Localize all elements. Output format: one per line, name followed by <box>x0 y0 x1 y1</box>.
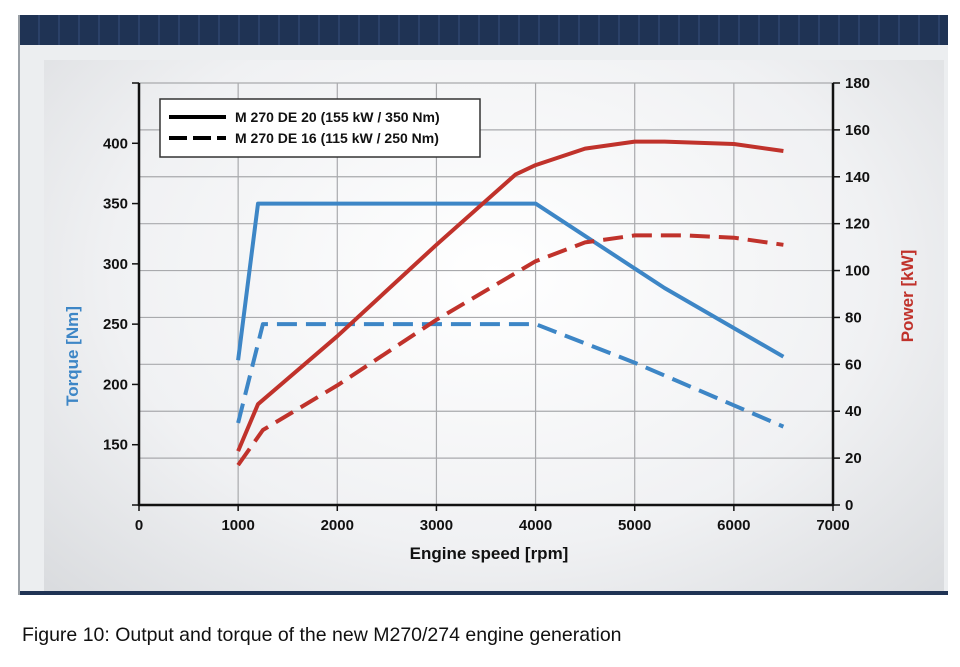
x-tick-label: 5000 <box>618 517 651 534</box>
series-line-power-solid <box>236 139 784 452</box>
series <box>236 139 785 467</box>
series-line-power-dashed <box>236 233 784 467</box>
right-axis-title: Power [kW] <box>898 250 917 343</box>
right-tick-label: 180 <box>845 75 870 92</box>
right-tick-label: 40 <box>845 403 862 420</box>
right-tick-label: 140 <box>845 169 870 186</box>
x-axis-title: Engine speed [rpm] <box>410 544 569 563</box>
right-tick-label: 120 <box>845 216 870 233</box>
right-tick-label: 80 <box>845 309 862 326</box>
right-tick-label: 60 <box>845 356 862 373</box>
left-axis-title: Torque [Nm] <box>63 306 82 406</box>
bottom-band <box>20 591 948 595</box>
x-tick-label: 7000 <box>816 517 849 534</box>
legend-label: M 270 DE 20 (155 kW / 350 Nm) <box>235 109 440 125</box>
x-tick-label: 4000 <box>519 517 552 534</box>
x-tick-label: 1000 <box>221 517 254 534</box>
x-tick-label: 3000 <box>420 517 453 534</box>
left-tick-label: 250 <box>103 316 128 333</box>
series-line-torque-dashed <box>236 322 785 429</box>
right-tick-label: 20 <box>845 450 862 467</box>
x-tick-label: 0 <box>135 517 143 534</box>
right-tick-label: 160 <box>845 122 870 139</box>
legend: M 270 DE 20 (155 kW / 350 Nm) M 270 DE 16… <box>159 98 481 158</box>
x-tick-label: 6000 <box>717 517 750 534</box>
right-tick-label: 0 <box>845 497 853 514</box>
axes: 0 1000 2000 3000 4000 5000 6000 700015020025030… <box>63 75 917 563</box>
figure-caption: Figure 10: Output and torque of the new … <box>22 624 622 646</box>
left-tick-label: 300 <box>103 256 128 273</box>
series-line-torque-solid <box>236 201 785 361</box>
left-tick-label: 150 <box>103 437 128 454</box>
left-tick-label: 350 <box>103 196 128 213</box>
right-tick-label: 100 <box>845 263 870 280</box>
legend-label: M 270 DE 16 (115 kW / 250 Nm) <box>235 130 439 146</box>
header-band <box>20 15 948 45</box>
left-tick-label: 200 <box>103 376 128 393</box>
legend-box <box>159 98 481 158</box>
left-tick-label: 400 <box>103 135 128 152</box>
x-tick-label: 2000 <box>321 517 354 534</box>
